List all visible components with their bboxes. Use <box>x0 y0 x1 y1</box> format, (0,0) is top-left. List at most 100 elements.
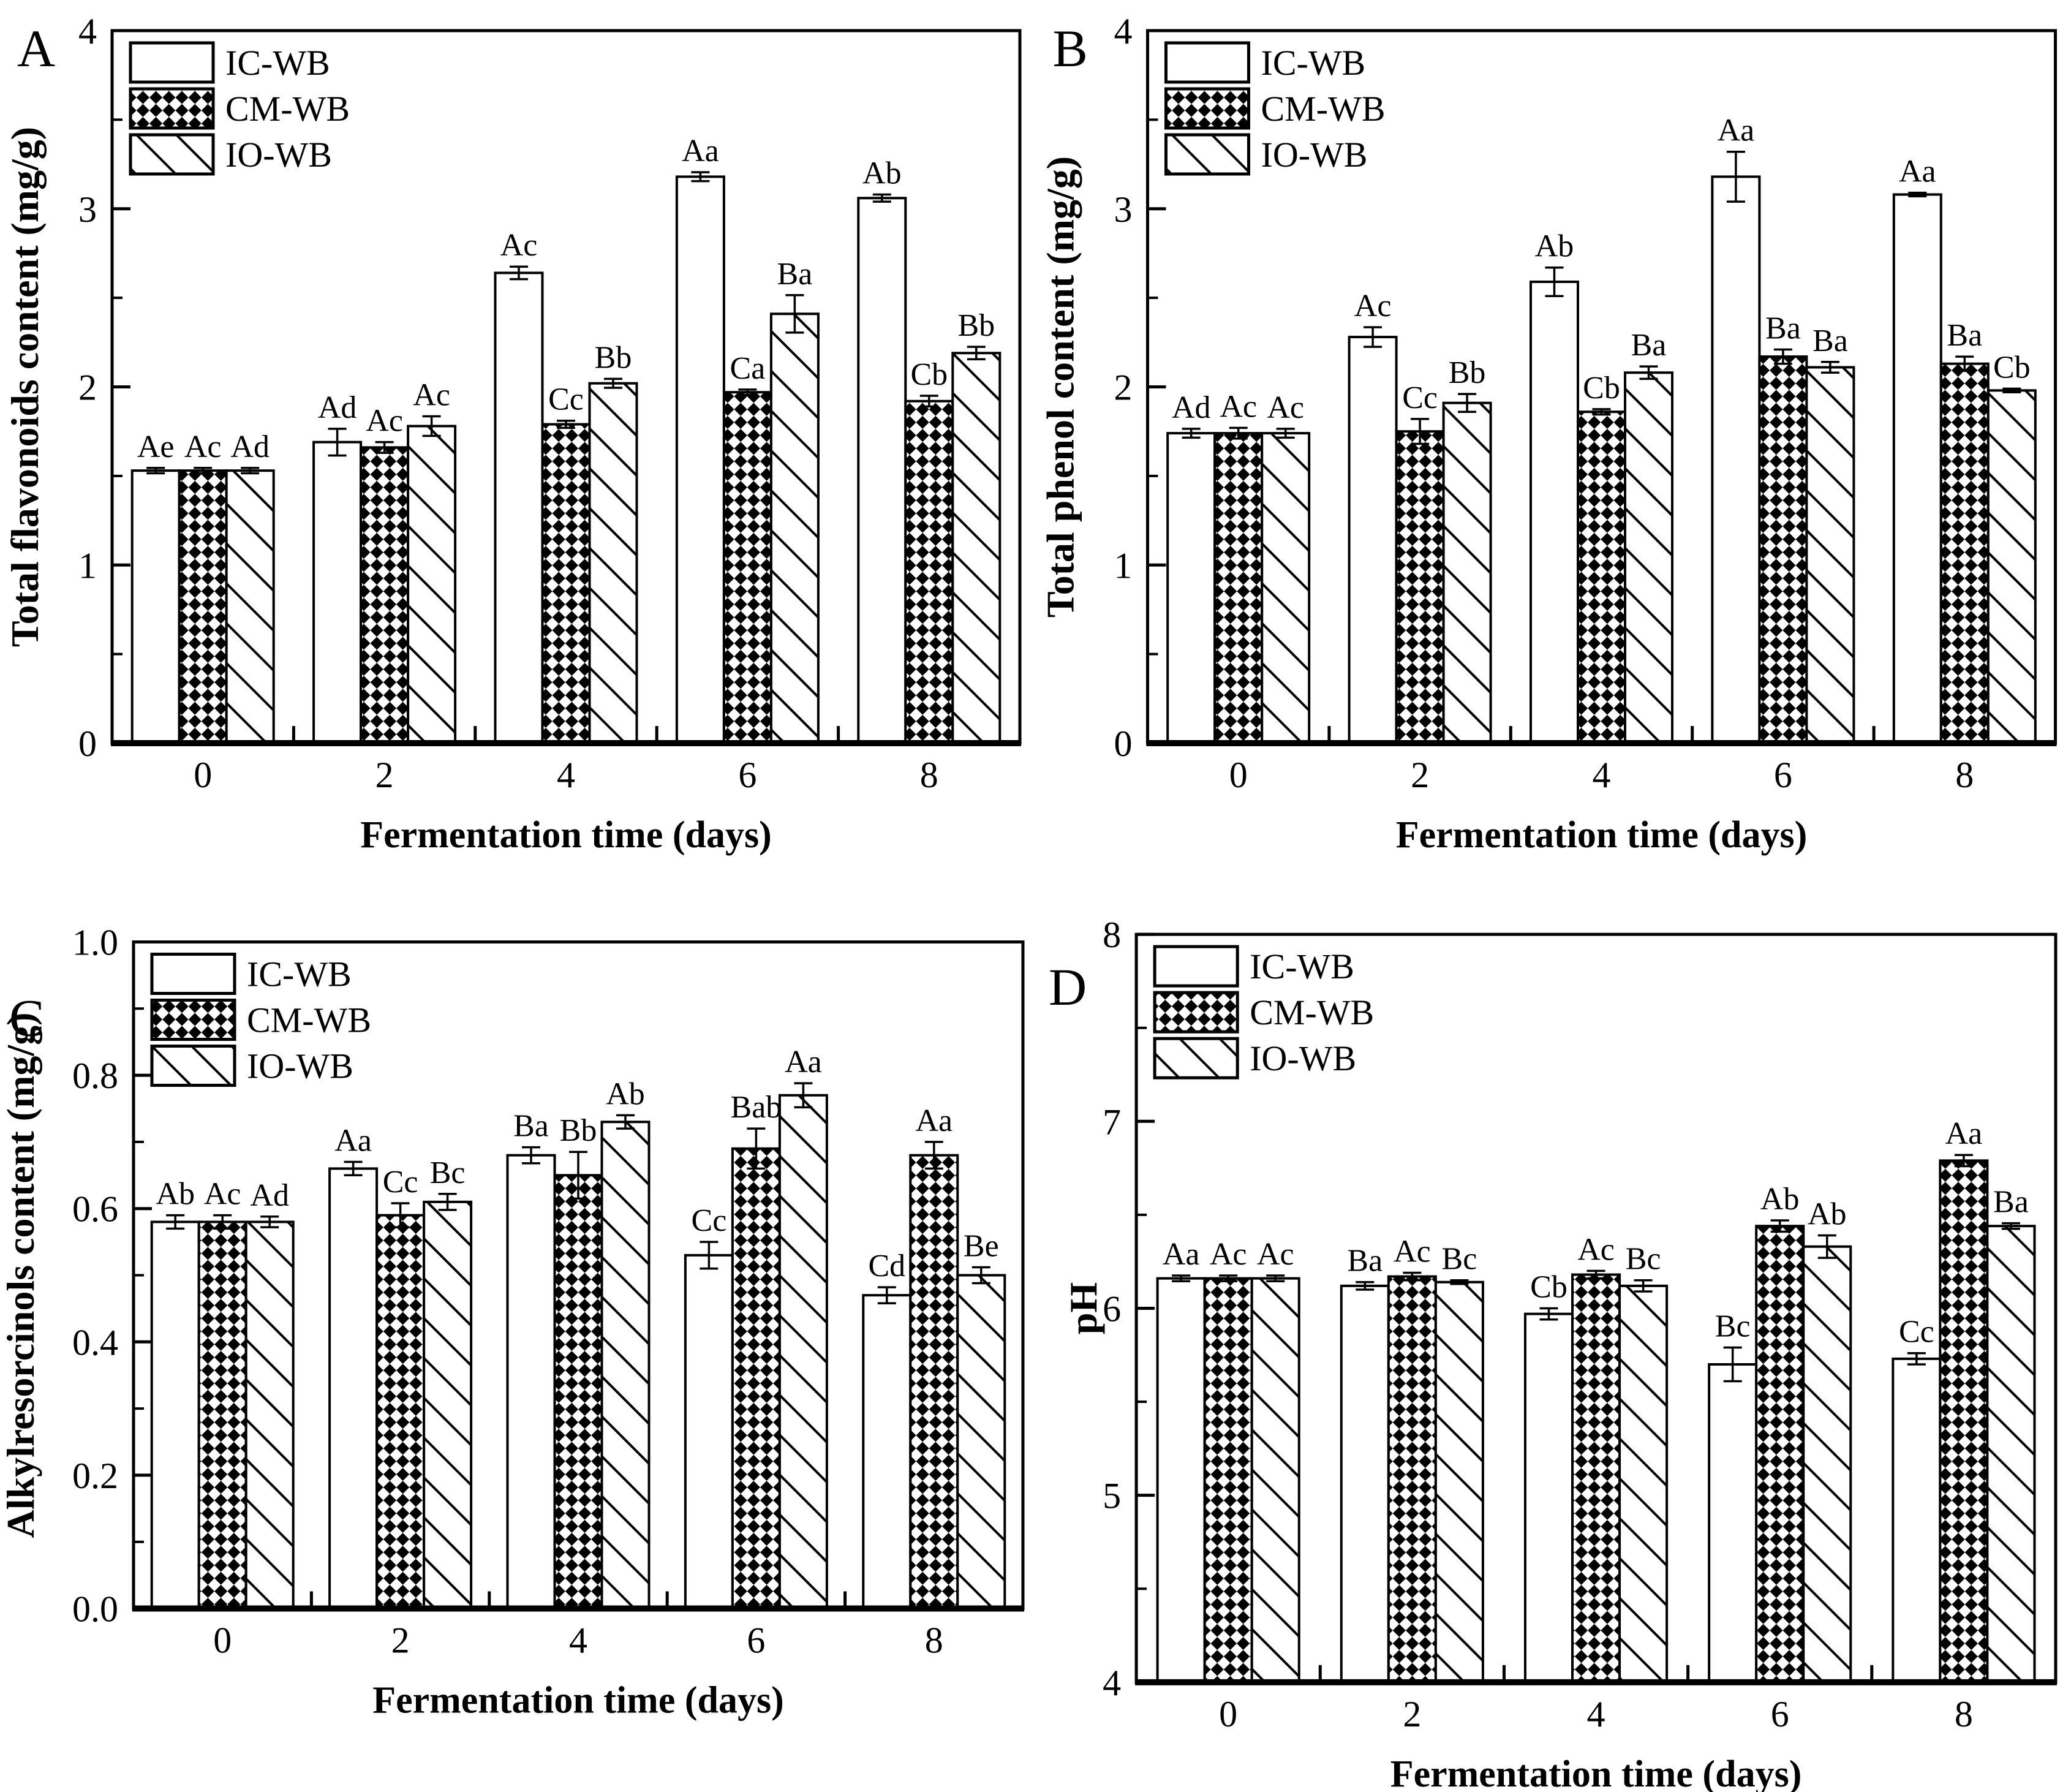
y-tick-label: 2 <box>1114 368 1133 408</box>
y-tick-label: 0.0 <box>72 1589 118 1630</box>
sig-label: Ba <box>1993 1185 2029 1220</box>
legend-swatch-IO-WB <box>1153 1037 1239 1079</box>
sig-label: Bc <box>430 1155 466 1190</box>
bar-IO-WB-day6 <box>1805 366 1855 744</box>
sig-label: Bb <box>957 308 995 343</box>
x-tick-label: 2 <box>1403 1694 1421 1734</box>
bar-CM-WB-day0 <box>197 1220 247 1610</box>
panel-d-chart: 4 5 6 7 8 0 2 4 6 8 Aa Ba Cb Bc Cc Ac Ac Ac Ab Aa Ac Bc Bc Ab Ba… <box>1049 915 2058 1792</box>
x-tick-label: 4 <box>1587 1694 1605 1734</box>
bar-CM-WB-day6 <box>1758 355 1808 744</box>
bar-IO-WB-day8 <box>1986 1225 2036 1684</box>
legend-label: IO-WB <box>1261 135 1368 175</box>
x-tick-label: 8 <box>1955 1694 1973 1734</box>
legend-swatch-IO-WB <box>129 133 215 176</box>
panel-b-chart: 0 1 2 3 4 0 2 4 6 8 Ad Ac Ab Aa Aa Ac Cc Cb Ba Ba Ac Bb Ba Ba Cb… <box>1039 11 2057 856</box>
bar-CM-WB-day8 <box>1939 362 1990 744</box>
panel-letter: A <box>17 19 55 78</box>
bar-IO-WB-day2 <box>1442 401 1492 744</box>
sig-label: Cb <box>1583 371 1620 406</box>
sig-label: Bc <box>1626 1242 1661 1277</box>
bar-CM-WB-day2 <box>1387 1275 1437 1684</box>
sig-label: Ac <box>366 404 403 439</box>
sig-label: Ba <box>1765 311 1801 346</box>
bar-CM-WB-day0 <box>1213 432 1264 744</box>
bar-IC-WB-day8 <box>1892 193 1942 744</box>
legend-label: IC-WB <box>225 43 330 83</box>
panel-a: 0 1 2 3 4 0 2 4 6 8 Ae Ad Ac Aa Ab Ac Ac Cc Ca Cb Ad Ac Bb Ba Bb… <box>0 0 1035 896</box>
y-tick-label: 0.8 <box>72 1056 118 1096</box>
legend-swatch-IC-WB <box>129 41 215 84</box>
bar-IC-WB-day2 <box>312 440 363 744</box>
legend-swatch-IO-WB <box>150 1045 236 1087</box>
bar-IO-WB-day2 <box>407 425 457 744</box>
sig-label: Ab <box>1535 229 1574 264</box>
sig-label: Bc <box>1442 1242 1477 1277</box>
sig-label: Ba <box>513 1109 549 1144</box>
sig-label: Cc <box>548 382 584 417</box>
y-tick-label: 7 <box>1103 1102 1121 1142</box>
bar-IO-WB-day0 <box>1250 1277 1300 1684</box>
y-axis-title: Total phenol content (mg/g) <box>1039 156 1082 618</box>
sig-label: Ba <box>1631 328 1667 363</box>
sig-label: Cc <box>692 1203 727 1238</box>
y-tick-label: 4 <box>78 11 97 51</box>
y-tick-label: 3 <box>1114 189 1133 230</box>
legend-label: IO-WB <box>247 1046 353 1086</box>
sig-label: Aa <box>1899 154 1936 189</box>
bar-IO-WB-day6 <box>1802 1245 1852 1684</box>
y-tick-label: 1.0 <box>72 923 118 963</box>
sig-label: Ac <box>184 429 222 464</box>
bar-CM-WB-day2 <box>375 1214 426 1610</box>
bar-IC-WB-day4 <box>1523 1312 1574 1684</box>
sig-label: Cc <box>1402 380 1438 415</box>
bar-CM-WB-day8 <box>1939 1159 1989 1684</box>
panel-c-chart: 0.0 0.2 0.4 0.6 0.8 1.0 0 2 4 6 8 Ab Aa Ba Cc Cd Ac Cc Bb B… <box>0 923 1025 1722</box>
bar-CM-WB-day4 <box>1577 410 1626 744</box>
y-tick-label: 0.2 <box>72 1456 118 1496</box>
sig-label: Ad <box>230 429 270 464</box>
sig-label: Ac <box>1267 390 1304 425</box>
sig-label: Ad <box>1172 390 1211 425</box>
sig-label: Cc <box>383 1165 418 1200</box>
sig-label: Ac <box>1210 1237 1247 1272</box>
bar-IO-WB-day0 <box>225 469 275 745</box>
legend-swatch-CM-WB <box>129 87 215 130</box>
sig-label: Aa <box>1945 1116 1983 1151</box>
legend-label: IO-WB <box>1250 1038 1356 1078</box>
y-tick-label: 2 <box>78 368 97 408</box>
x-axis-title: Fermentation time (days) <box>372 1680 784 1722</box>
sig-label: Aa <box>1718 113 1755 148</box>
legend-swatch-CM-WB <box>150 999 236 1041</box>
y-tick-label: 5 <box>1103 1476 1121 1516</box>
x-tick-label: 4 <box>557 755 575 795</box>
sig-label: Ac <box>413 377 450 412</box>
panel-letter: D <box>1049 958 1087 1016</box>
y-tick-label: 1 <box>1114 545 1133 586</box>
y-tick-label: 0.6 <box>72 1189 118 1230</box>
y-tick-label: 3 <box>78 189 97 230</box>
bar-IC-WB-day6 <box>684 1253 734 1610</box>
y-tick-label: 8 <box>1103 915 1121 955</box>
bar-IC-WB-day0 <box>1156 1277 1206 1684</box>
bar-IO-WB-day2 <box>423 1200 473 1610</box>
sig-label: Aa <box>682 134 719 168</box>
bar-IC-WB-day8 <box>857 197 907 744</box>
y-tick-label: 6 <box>1103 1288 1121 1329</box>
x-tick-label: 6 <box>1771 1694 1789 1734</box>
bar-IO-WB-day0 <box>244 1220 295 1610</box>
x-tick-label: 2 <box>1411 755 1429 795</box>
bar-IC-WB-day4 <box>1530 280 1579 744</box>
bar-IO-WB-day4 <box>588 382 638 744</box>
y-tick-label: 1 <box>78 545 97 586</box>
bar-IO-WB-day8 <box>951 352 1002 744</box>
x-tick-label: 4 <box>569 1620 587 1661</box>
bar-CM-WB-day6 <box>731 1147 781 1610</box>
y-tick-label: 4 <box>1103 1663 1121 1703</box>
sig-label: Cb <box>1993 350 2031 385</box>
bar-IO-WB-day0 <box>1261 432 1311 744</box>
legend-label: CM-WB <box>1250 992 1374 1032</box>
bar-IC-WB-day6 <box>675 175 725 745</box>
sig-label: Cd <box>868 1249 905 1284</box>
y-tick-label: 0.4 <box>72 1322 118 1363</box>
